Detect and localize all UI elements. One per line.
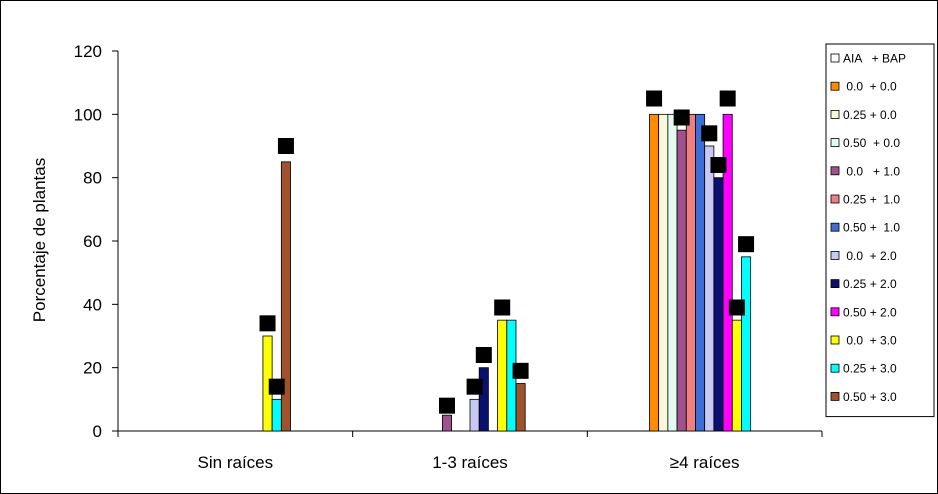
- category-label: ≥4 raíces: [670, 453, 740, 472]
- bar: [515, 383, 526, 432]
- x-ticks: Sin raíces 1-3 raíces ≥4 raíces: [117, 431, 823, 472]
- error-marker: [475, 347, 492, 363]
- bar: [497, 319, 508, 432]
- error-marker: [728, 299, 745, 316]
- error-marker: [439, 397, 455, 414]
- bar: [658, 113, 669, 432]
- category-label: 1-3 raíces: [432, 453, 508, 472]
- bar: [685, 113, 696, 432]
- legend-swatch: [830, 138, 840, 148]
- legend-swatch: [830, 81, 840, 91]
- bar: [695, 113, 706, 432]
- error-markers: [259, 90, 755, 414]
- y-tick-label: 120: [74, 42, 102, 61]
- error-marker: [719, 90, 736, 107]
- legend-swatch: [830, 391, 840, 401]
- category-label: Sin raíces: [198, 453, 274, 472]
- legend-box: [825, 43, 935, 418]
- legend-label: 0.25 + 1.0: [843, 193, 900, 207]
- bar: [469, 398, 480, 432]
- legend-label: 0.25 + 2.0: [843, 277, 897, 291]
- legend-label: 0.0 + 2.0: [843, 249, 897, 263]
- y-tick-label: 20: [83, 359, 102, 378]
- legend-label: 0.50 + 0.0: [843, 136, 900, 150]
- error-marker: [277, 138, 294, 154]
- legend-swatch: [830, 335, 840, 345]
- bar: [731, 319, 742, 432]
- legend-label: 0.50 + 2.0: [843, 305, 897, 319]
- legend-swatch: [830, 194, 840, 204]
- error-marker: [646, 90, 663, 107]
- legend-swatch: [830, 53, 840, 63]
- bar: [722, 113, 733, 432]
- y-tick-label: 80: [83, 169, 102, 188]
- legend-label: 0.25 + 0.0: [843, 108, 897, 122]
- bar: [649, 113, 660, 432]
- legend-label: 0.0 + 0.0: [843, 80, 897, 94]
- bar: [741, 256, 752, 432]
- legend-label: 0.0 + 3.0: [843, 334, 897, 348]
- y-tick-label: 0: [93, 422, 102, 441]
- legend: AIA + BAP 0.0 + 0.00.25 + 0.00.50 + 0.0 …: [825, 43, 935, 418]
- legend-swatch: [830, 363, 840, 373]
- legend-swatch: [830, 110, 840, 119]
- y-ticks: 0 20 40 60 80 100 120: [74, 42, 118, 441]
- error-marker: [673, 109, 690, 126]
- error-marker: [701, 125, 718, 142]
- bar: [704, 145, 715, 432]
- error-marker: [512, 362, 529, 379]
- legend-swatch: [830, 279, 840, 289]
- legend-label: 0.50 + 3.0: [843, 390, 897, 404]
- bar: [280, 161, 291, 432]
- bar: [271, 398, 282, 432]
- y-tick-label: 40: [83, 295, 102, 314]
- y-tick-label: 60: [83, 232, 102, 251]
- y-axis-title: Porcentaje de plantas: [30, 158, 49, 322]
- legend-swatch: [830, 222, 840, 232]
- legend-swatch: [830, 250, 840, 260]
- bar: [478, 367, 489, 432]
- legend-header: AIA + BAP: [843, 52, 906, 66]
- legend-label: 0.0 + 1.0: [843, 164, 900, 178]
- error-marker: [738, 236, 755, 253]
- error-marker: [466, 378, 483, 395]
- bar: [441, 414, 452, 432]
- legend-swatch: [830, 307, 840, 317]
- error-marker: [268, 378, 285, 395]
- legend-label: 0.25 + 3.0: [843, 362, 897, 376]
- bars: [262, 113, 752, 432]
- error-marker: [259, 315, 276, 332]
- error-marker: [494, 299, 511, 316]
- legend-label: 0.50 + 1.0: [843, 221, 900, 235]
- bar: [667, 113, 678, 432]
- y-tick-label: 100: [74, 105, 102, 124]
- error-marker: [710, 157, 727, 173]
- legend-swatch: [830, 166, 840, 176]
- bar: [713, 177, 724, 432]
- bar: [676, 129, 687, 432]
